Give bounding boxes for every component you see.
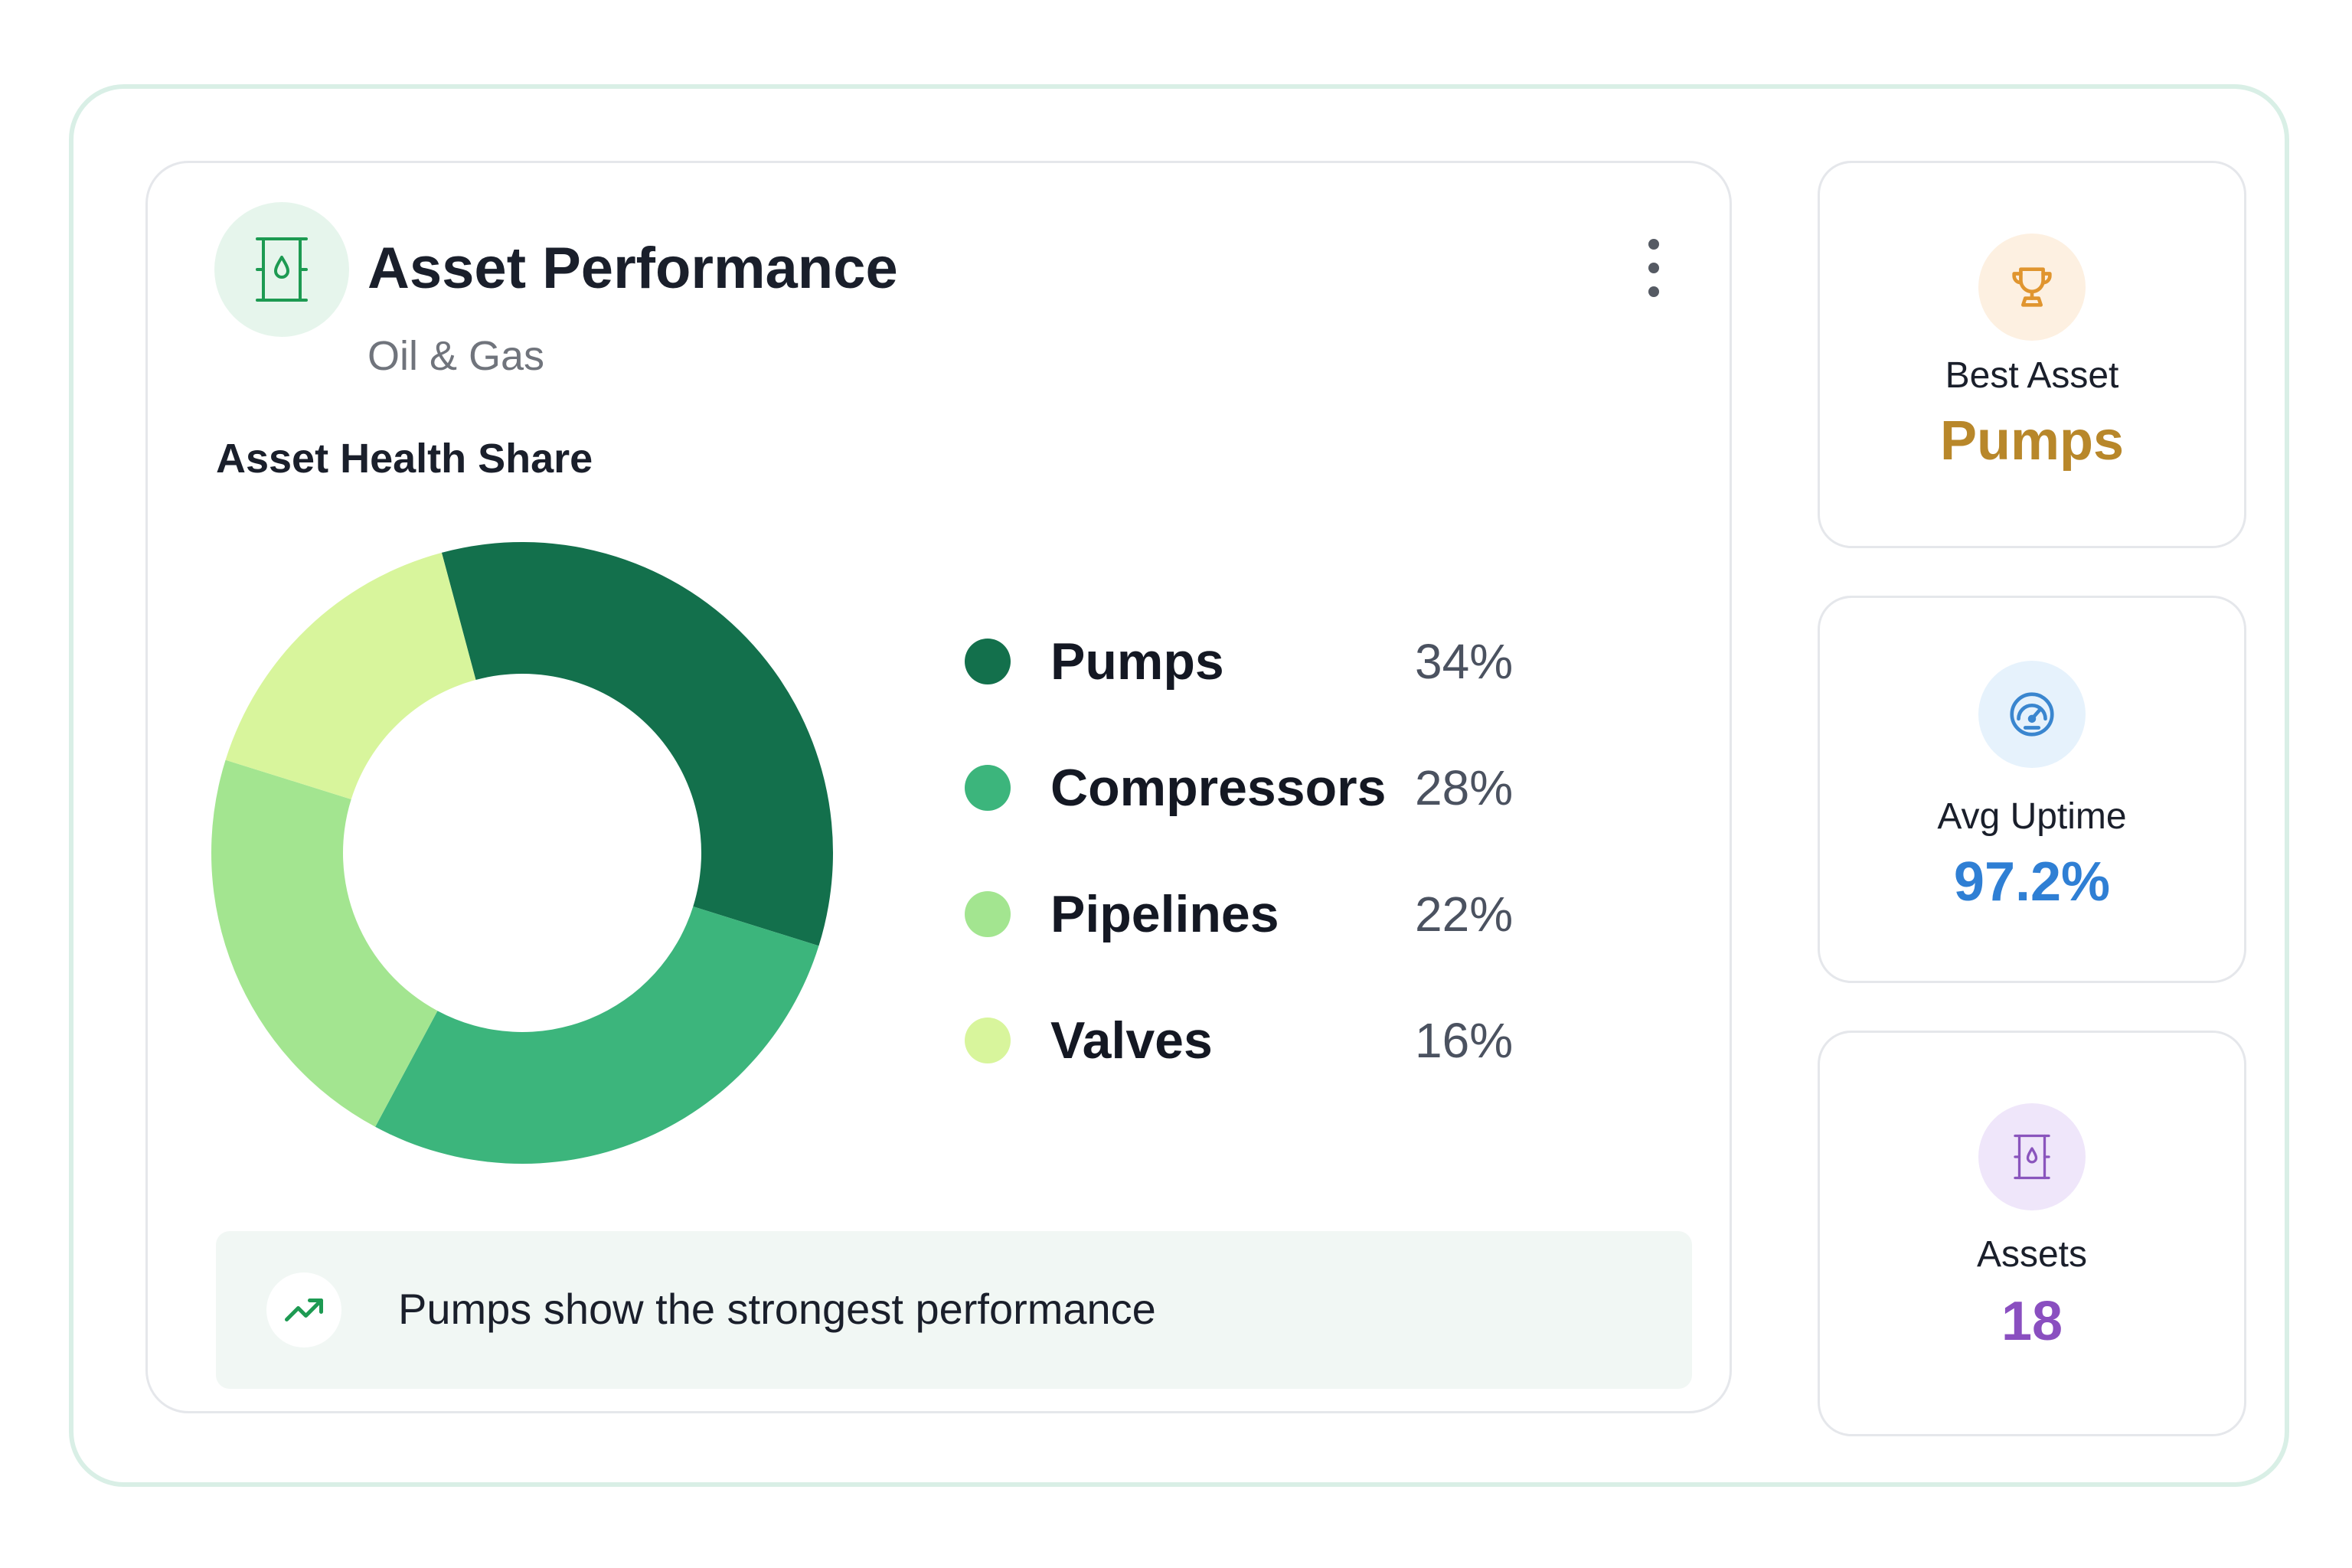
- stat-card-assets: Assets 18: [1818, 1031, 2246, 1436]
- legend-dot: [965, 891, 1011, 937]
- oil-barrel-icon: [2014, 1134, 2050, 1180]
- legend-label: Compressors: [1050, 759, 1387, 817]
- legend-label: Valves: [1050, 1011, 1213, 1070]
- donut-slice-pipelines[interactable]: [211, 760, 438, 1127]
- stat-label-assets: Assets: [1976, 1234, 2088, 1275]
- asset-performance-card: [145, 161, 1732, 1413]
- legend-value: 34%: [1415, 634, 1514, 689]
- legend-value: 28%: [1415, 760, 1514, 815]
- stat-card-avg-uptime: Avg Uptime 97.2%: [1818, 596, 2246, 983]
- insight-icon-badge: [266, 1272, 341, 1348]
- stat-value-avg-uptime: 97.2%: [1953, 851, 2111, 913]
- insight-text: Pumps show the strongest performance: [398, 1285, 1156, 1333]
- insight-banner: Pumps show the strongest performance: [216, 1231, 1692, 1389]
- stat-value-best-asset: Pumps: [1939, 410, 2125, 472]
- legend-value: 16%: [1415, 1013, 1514, 1068]
- stat-icon-badge-best-asset: [1978, 234, 2086, 341]
- stat-icon-badge-avg-uptime: [1978, 661, 2086, 768]
- legend-label: Pumps: [1050, 632, 1224, 691]
- legend-dot: [965, 1018, 1011, 1063]
- legend-item-valves[interactable]: Valves 16%: [965, 1002, 1562, 1079]
- kebab-menu-icon[interactable]: [1638, 239, 1669, 297]
- chart-legend: Pumps 34% Compressors 28% Pipelines 22% Valves…: [965, 623, 1562, 1070]
- legend-value: 22%: [1415, 887, 1514, 942]
- legend-item-pipelines[interactable]: Pipelines 22%: [965, 876, 1562, 952]
- trophy-icon: [2012, 267, 2052, 307]
- gauge-icon: [2010, 692, 2054, 737]
- oil-barrel-icon: [256, 237, 308, 302]
- card-title: Asset Performance: [368, 236, 898, 301]
- legend-item-compressors[interactable]: Compressors 28%: [965, 750, 1562, 826]
- legend-label: Pipelines: [1050, 885, 1279, 943]
- chart-title: Asset Health Share: [216, 436, 593, 482]
- card-subtitle: Oil & Gas: [368, 333, 545, 379]
- legend-item-pumps[interactable]: Pumps 34%: [965, 623, 1562, 700]
- stat-value-assets: 18: [2001, 1291, 2063, 1352]
- donut-slice-pumps[interactable]: [441, 542, 833, 946]
- legend-dot: [965, 639, 1011, 684]
- stat-icon-badge-assets: [1978, 1103, 2086, 1210]
- donut-chart: [211, 542, 833, 1164]
- header-icon-badge: [214, 202, 349, 337]
- stat-card-best-asset: Best Asset Pumps: [1818, 161, 2246, 548]
- donut-slice-compressors[interactable]: [375, 906, 819, 1164]
- trending-up-icon: [285, 1298, 323, 1321]
- legend-dot: [965, 765, 1011, 811]
- stat-label-avg-uptime: Avg Uptime: [1937, 796, 2127, 837]
- stat-label-best-asset: Best Asset: [1945, 355, 2119, 396]
- donut-slice-valves[interactable]: [225, 552, 476, 800]
